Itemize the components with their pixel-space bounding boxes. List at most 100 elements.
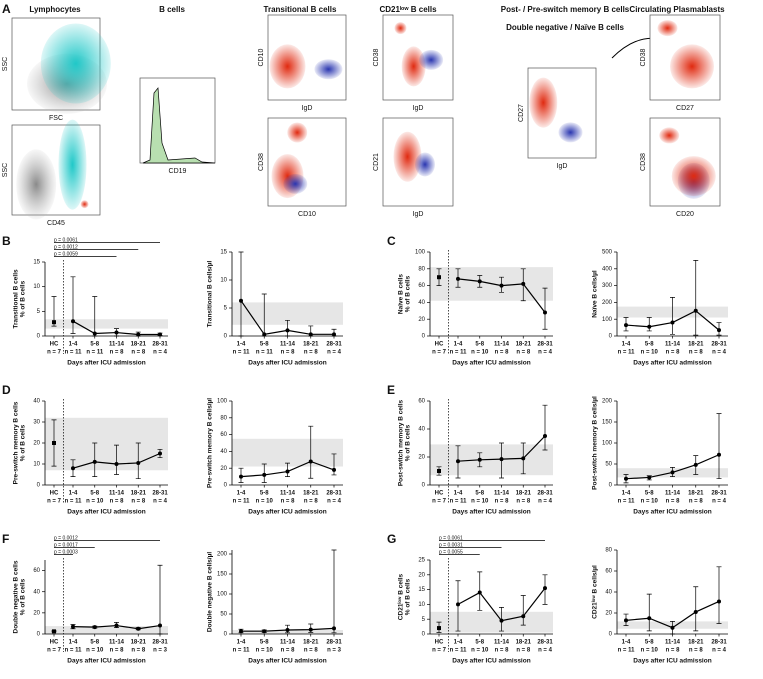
y-axis-label: % of B cells: [405, 275, 412, 312]
y-tick-label: 0: [609, 334, 613, 340]
flow-x-label: CD27: [676, 105, 694, 112]
p-value: p = 0.0061: [439, 535, 463, 541]
n-label: n = 3: [153, 648, 168, 654]
data-point: [92, 331, 97, 336]
x-tick-label: 1-4: [622, 491, 631, 497]
reference-band: [232, 438, 343, 467]
data-point: [437, 626, 441, 631]
x-tick-label: 28-31: [711, 491, 727, 497]
n-label: n = 8: [131, 499, 146, 505]
n-label: n = 7: [432, 499, 447, 505]
x-axis-label: Days after ICU admission: [248, 658, 326, 665]
y-axis-label: Naïve B cells/µl: [592, 270, 599, 318]
x-tick-label: HC: [50, 640, 59, 646]
error-bar: [308, 425, 314, 479]
flow-x-label: CD45: [47, 220, 65, 227]
data-point: [693, 308, 698, 313]
n-label: n = 8: [516, 350, 531, 356]
n-label: n = 8: [110, 648, 125, 654]
n-label: n = 4: [538, 350, 553, 356]
cell-cloud: [401, 46, 426, 87]
y-axis-label: Pre-switch memory B cells: [13, 401, 20, 484]
x-tick-label: 28-31: [711, 342, 727, 348]
flow-title: Double negative / Naïve B cells: [506, 23, 624, 32]
x-tick-label: 18-21: [131, 640, 147, 646]
x-tick-label: 1-4: [69, 491, 78, 497]
x-tick-label: 5-8: [260, 640, 269, 646]
x-tick-label: 28-31: [326, 491, 342, 497]
n-label: n = 10: [471, 350, 489, 356]
error-bar: [646, 317, 652, 332]
data-point: [499, 283, 504, 288]
data-point: [670, 625, 675, 630]
y-axis-label: % of B cells: [20, 424, 27, 461]
flow-y-label: CD21: [373, 153, 380, 171]
y-axis-label: % of B cells: [20, 280, 27, 317]
histogram: [142, 87, 216, 164]
y-tick-label: 80: [220, 415, 227, 421]
data-point: [158, 623, 162, 628]
error-bar: [70, 276, 76, 334]
data-point: [71, 466, 75, 471]
x-tick-label: 18-21: [303, 491, 319, 497]
data-point: [332, 626, 336, 631]
n-label: n = 8: [110, 499, 125, 505]
x-tick-label: 11-14: [280, 342, 296, 348]
n-label: n = 8: [281, 648, 296, 654]
x-tick-label: 28-31: [152, 640, 168, 646]
n-label: n = 8: [495, 499, 510, 505]
flow-title: CD21ˡᵒʷ B cells: [379, 5, 437, 14]
y-tick-label: 300: [602, 283, 613, 289]
y-tick-label: 100: [602, 317, 613, 323]
y-tick-label: 20: [220, 466, 227, 472]
data-point: [670, 320, 675, 325]
data-point: [114, 462, 119, 466]
data-point: [52, 320, 56, 325]
y-tick-label: 100: [415, 250, 426, 256]
flow-x-label: IgD: [557, 163, 568, 170]
y-tick-label: 20: [33, 610, 40, 616]
data-point: [158, 451, 162, 456]
data-point: [332, 467, 336, 472]
x-tick-label: 11-14: [665, 491, 681, 497]
n-label: n = 11: [618, 648, 636, 654]
y-tick-label: 15: [418, 587, 425, 593]
data-point: [499, 457, 504, 462]
y-tick-label: 100: [217, 592, 228, 598]
n-label: n = 11: [618, 499, 636, 505]
x-tick-label: 1-4: [237, 640, 246, 646]
x-axis-label: Days after ICU admission: [633, 658, 711, 665]
cell-cloud: [393, 131, 422, 182]
data-point: [262, 629, 267, 634]
panel-label: E: [387, 383, 395, 397]
error-bar: [135, 442, 141, 480]
error-bar: [157, 564, 163, 635]
y-tick-label: 30: [33, 420, 40, 426]
error-bar: [542, 404, 548, 451]
y-axis-label: CD21ˡᵒʷ B cells: [398, 573, 405, 620]
n-label: n = 4: [538, 499, 553, 505]
x-tick-label: 1-4: [69, 342, 78, 348]
x-tick-label: 18-21: [688, 640, 704, 646]
flow-y-label: SSC: [2, 163, 9, 177]
data-point: [308, 627, 313, 632]
cell-cloud: [287, 122, 308, 143]
data-point: [262, 472, 267, 477]
x-tick-label: 11-14: [280, 491, 296, 497]
y-tick-label: 20: [418, 317, 425, 323]
x-tick-label: 11-14: [109, 640, 125, 646]
y-tick-label: 0: [422, 483, 426, 489]
n-label: n = 8: [666, 648, 681, 654]
x-tick-label: 1-4: [237, 491, 246, 497]
n-label: n = 11: [618, 350, 636, 356]
x-tick-label: 11-14: [109, 491, 125, 497]
data-point: [499, 618, 504, 623]
x-tick-label: 28-31: [537, 342, 553, 348]
data-point: [670, 470, 675, 475]
error-bar: [238, 251, 244, 337]
x-tick-label: 18-21: [516, 640, 532, 646]
data-point: [158, 332, 162, 337]
data-point: [52, 629, 56, 634]
y-tick-label: 150: [217, 572, 228, 578]
